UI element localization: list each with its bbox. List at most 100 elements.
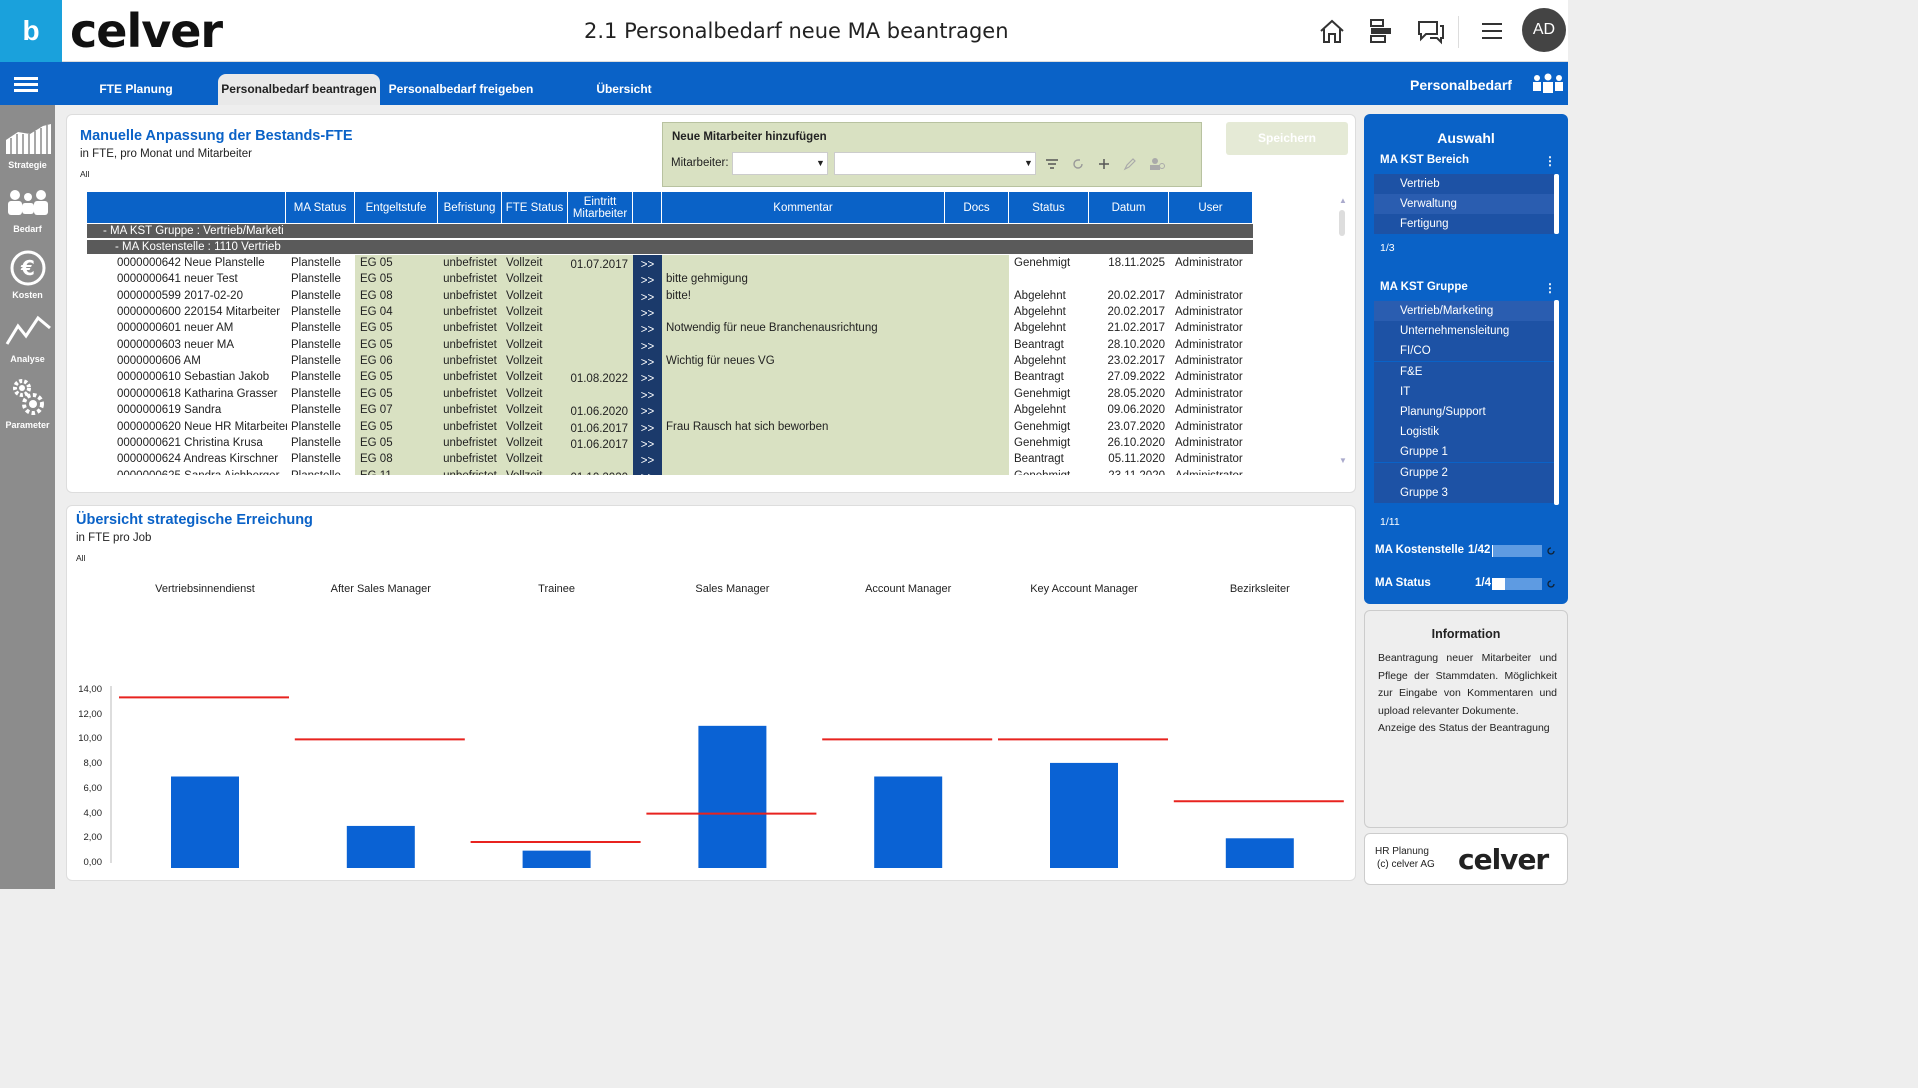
tab-uebersicht[interactable]: Übersicht: [596, 82, 652, 96]
sidebar-item-analyse[interactable]: Analyse: [0, 312, 55, 364]
table-row[interactable]: 0000000601 neuer AM Planstelle EG 05 unbefr…: [87, 320, 1253, 336]
cell-arrow[interactable]: >>: [640, 455, 655, 468]
table-scrollbar[interactable]: ▲ ▼: [1338, 196, 1347, 466]
sidebar-item-parameter[interactable]: Parameter: [0, 376, 55, 430]
table-header-status[interactable]: Status: [1009, 192, 1089, 223]
table-header-datum[interactable]: Datum: [1089, 192, 1169, 223]
gruppe-item[interactable]: Vertrieb/Marketing: [1374, 301, 1554, 321]
cell-kommentar[interactable]: Notwendig für neue Branchenausrichtung: [666, 322, 878, 335]
scroll-thumb[interactable]: [1339, 210, 1345, 236]
sidebar-item-bedarf[interactable]: Bedarf: [0, 188, 55, 234]
table-header-entgeltstufe[interactable]: Entgeltstufe: [355, 192, 438, 223]
refresh-icon[interactable]: [1071, 157, 1085, 171]
chart-bar[interactable]: [522, 850, 591, 868]
home-icon[interactable]: [1317, 16, 1347, 46]
chart-bar[interactable]: [1050, 762, 1118, 868]
cell-arrow[interactable]: >>: [633, 470, 662, 475]
menu-icon[interactable]: [1477, 16, 1507, 46]
scroll-down-icon[interactable]: ▼: [1339, 456, 1347, 465]
table-header-eintritt[interactable]: Eintritt Mitarbeiter: [568, 192, 633, 223]
table-header-docs[interactable]: Docs: [945, 192, 1009, 223]
cell-arrow[interactable]: >>: [640, 438, 655, 451]
chart-bar[interactable]: [171, 776, 239, 869]
filter-icon[interactable]: [1045, 157, 1059, 171]
table-row[interactable]: 0000000599 2017-02-20 Planstelle EG 08 unbe…: [87, 288, 1253, 304]
sidebar-item-strategie[interactable]: Strategie: [0, 120, 55, 170]
bereich-item[interactable]: Vertrieb: [1374, 174, 1554, 194]
chart-bar[interactable]: [1225, 838, 1294, 868]
app-logo[interactable]: b: [0, 0, 62, 62]
cell-kommentar[interactable]: Wichtig für neues VG: [666, 355, 775, 368]
tab-personalbedarf-freigeben[interactable]: Personalbedarf freigeben: [388, 82, 534, 96]
cell-arrow[interactable]: >>: [640, 275, 655, 288]
gruppe-item[interactable]: FI/CO: [1374, 341, 1554, 362]
gruppe-item[interactable]: Gruppe 3: [1374, 482, 1554, 503]
bereich-item[interactable]: Fertigung: [1374, 214, 1554, 235]
group-row-kostenstelle[interactable]: - MA Kostenstelle : 1110 Vertrieb: [87, 240, 1253, 254]
panel2-filter[interactable]: All: [76, 553, 86, 563]
table-row[interactable]: 0000000641 neuer Test Planstelle EG 05 unbe…: [87, 271, 1253, 287]
reset-icon[interactable]: [1545, 578, 1557, 590]
gruppe-scrollbar[interactable]: [1554, 300, 1559, 505]
table-row[interactable]: 0000000620 Neue HR Mitarbeiter Planstelle…: [87, 419, 1253, 435]
cell-arrow[interactable]: >>: [640, 406, 655, 419]
hierarchy-icon[interactable]: [1367, 16, 1397, 46]
gruppe-item[interactable]: Unternehmensleitung: [1374, 321, 1554, 342]
reset-icon[interactable]: [1545, 545, 1557, 557]
bereich-item[interactable]: Verwaltung: [1374, 194, 1554, 215]
table-row[interactable]: 0000000603 neuer MA Planstelle EG 05 unbefr…: [87, 337, 1253, 353]
cell-arrow[interactable]: >>: [640, 324, 655, 337]
employee-select-1[interactable]: ▼: [732, 152, 828, 175]
chart-bar[interactable]: [874, 776, 943, 869]
panel1-filter[interactable]: All: [80, 169, 90, 179]
chart-bar[interactable]: [346, 825, 415, 868]
cell-arrow[interactable]: >>: [640, 389, 655, 402]
cell-arrow[interactable]: >>: [640, 373, 655, 386]
table-header-ma-status[interactable]: MA Status: [286, 192, 355, 223]
bereich-scrollbar[interactable]: [1554, 174, 1559, 234]
table-row[interactable]: 0000000619 Sandra Planstelle EG 07 unbefris…: [87, 402, 1253, 418]
table-header-fte-status[interactable]: FTE Status: [502, 192, 568, 223]
chat-icon[interactable]: [1416, 16, 1446, 46]
table-row[interactable]: 0000000642 Neue Planstelle Planstelle EG 0…: [87, 255, 1253, 271]
chart-bar[interactable]: [698, 725, 767, 868]
add-icon[interactable]: [1097, 157, 1111, 171]
edit-icon[interactable]: [1123, 157, 1137, 171]
tab-personalbedarf-beantragen[interactable]: Personalbedarf beantragen: [218, 74, 380, 105]
cell-arrow[interactable]: >>: [640, 357, 655, 370]
table-header-user[interactable]: User: [1169, 192, 1253, 223]
more-options-icon[interactable]: ⋮: [1544, 281, 1556, 295]
cell-kommentar[interactable]: bitte gehmigung: [666, 273, 748, 286]
person-settings-icon[interactable]: [1149, 157, 1165, 171]
cell-arrow[interactable]: >>: [640, 308, 655, 321]
more-options-icon[interactable]: ⋮: [1544, 154, 1556, 168]
tab-fte-planung[interactable]: FTE Planung: [99, 82, 173, 96]
table-row[interactable]: 0000000624 Andreas Kirschner Planstelle EG…: [87, 451, 1253, 467]
gruppe-item[interactable]: Gruppe 2: [1374, 462, 1554, 483]
cell-arrow[interactable]: >>: [640, 422, 655, 435]
table-row[interactable]: 0000000618 Katharina Grasser Planstelle EG…: [87, 386, 1253, 402]
table-row[interactable]: 0000000625 Sandra Aichberger Planstelle EG…: [87, 468, 1253, 475]
cell-arrow[interactable]: >>: [640, 291, 655, 304]
cell-kommentar[interactable]: bitte!: [666, 289, 691, 302]
gruppe-item[interactable]: Gruppe 1: [1374, 442, 1554, 463]
cell-arrow[interactable]: >>: [640, 259, 655, 271]
cell-kommentar[interactable]: Frau Rausch hat sich beworben: [666, 420, 829, 433]
gruppe-item[interactable]: Logistik: [1374, 422, 1554, 443]
gruppe-item[interactable]: Planung/Support: [1374, 402, 1554, 422]
table-header-kommentar[interactable]: Kommentar: [662, 192, 945, 223]
scroll-up-icon[interactable]: ▲: [1339, 196, 1347, 205]
group-row-kst-gruppe[interactable]: - MA KST Gruppe : Vertrieb/Marketi: [87, 224, 1253, 238]
sidebar-item-kosten[interactable]: € Kosten: [0, 248, 55, 300]
table-header-befristung[interactable]: Befristung: [438, 192, 502, 223]
table-row[interactable]: 0000000610 Sebastian Jakob Planstelle EG 0…: [87, 369, 1253, 385]
hamburger-icon[interactable]: [14, 77, 38, 93]
gruppe-item[interactable]: IT: [1374, 381, 1554, 402]
table-row[interactable]: 0000000621 Christina Krusa Planstelle EG 0…: [87, 435, 1253, 451]
save-button[interactable]: Speichern: [1226, 122, 1348, 155]
avatar[interactable]: AD: [1522, 8, 1566, 52]
table-row[interactable]: 0000000606 AM Planstelle EG 06 unbefristet V…: [87, 353, 1253, 369]
cell-arrow[interactable]: >>: [640, 340, 655, 353]
gruppe-item[interactable]: F&E: [1374, 361, 1554, 382]
employee-select-2[interactable]: ▼: [834, 152, 1036, 175]
